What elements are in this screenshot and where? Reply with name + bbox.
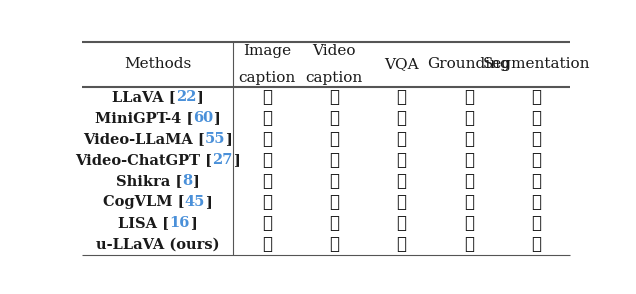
Text: ✗: ✗ <box>531 152 541 169</box>
Text: ✗: ✗ <box>329 194 339 211</box>
Text: ✗: ✗ <box>329 110 339 127</box>
Text: ✗: ✗ <box>531 194 541 211</box>
Text: Video-LLaMA [: Video-LLaMA [ <box>83 132 205 146</box>
Text: ✗: ✗ <box>531 173 541 190</box>
Text: Methods: Methods <box>124 57 191 71</box>
Text: Video-ChatGPT [: Video-ChatGPT [ <box>76 153 212 167</box>
Text: ✗: ✗ <box>531 131 541 148</box>
Text: ✓: ✓ <box>262 110 272 127</box>
Text: ✓: ✓ <box>262 194 272 211</box>
Text: ✓: ✓ <box>464 194 474 211</box>
Text: ✓: ✓ <box>397 215 406 232</box>
Text: ✓: ✓ <box>329 152 339 169</box>
Text: Segmentation: Segmentation <box>483 57 590 71</box>
Text: ✓: ✓ <box>397 194 406 211</box>
Text: ✓: ✓ <box>464 173 474 190</box>
Text: u-LLaVA (ours): u-LLaVA (ours) <box>96 237 219 251</box>
Text: ✗: ✗ <box>464 110 474 127</box>
Text: ✗: ✗ <box>329 89 339 106</box>
Text: ✓: ✓ <box>531 215 541 232</box>
Text: 55: 55 <box>205 132 225 146</box>
Text: ✓: ✓ <box>262 215 272 232</box>
Text: ✓: ✓ <box>262 89 272 106</box>
Text: ✗: ✗ <box>262 152 272 169</box>
Text: VQA: VQA <box>384 57 419 71</box>
Text: ✓: ✓ <box>262 236 272 253</box>
Text: ✓: ✓ <box>262 173 272 190</box>
Text: ✓: ✓ <box>464 236 474 253</box>
Text: ✗: ✗ <box>464 89 474 106</box>
Text: ]: ] <box>225 132 232 146</box>
Text: ✓: ✓ <box>397 131 406 148</box>
Text: ]: ] <box>197 90 203 104</box>
Text: ✗: ✗ <box>531 110 541 127</box>
Text: caption: caption <box>306 71 363 85</box>
Text: ✓: ✓ <box>397 152 406 169</box>
Text: 45: 45 <box>185 195 205 209</box>
Text: ]: ] <box>205 195 212 209</box>
Text: ✓: ✓ <box>397 89 406 106</box>
Text: LLaVA [: LLaVA [ <box>112 90 176 104</box>
Text: ]: ] <box>214 111 220 125</box>
Text: ✓: ✓ <box>397 173 406 190</box>
Text: LISA [: LISA [ <box>118 216 170 230</box>
Text: ✓: ✓ <box>397 236 406 253</box>
Text: ✓: ✓ <box>329 236 339 253</box>
Text: ]: ] <box>193 174 199 188</box>
Text: 27: 27 <box>212 153 233 167</box>
Text: 22: 22 <box>176 90 197 104</box>
Text: CogVLM [: CogVLM [ <box>103 195 185 209</box>
Text: ✓: ✓ <box>262 131 272 148</box>
Text: 8: 8 <box>183 174 193 188</box>
Text: Video: Video <box>312 44 356 58</box>
Text: ✓: ✓ <box>329 131 339 148</box>
Text: 16: 16 <box>170 216 190 230</box>
Text: ]: ] <box>233 153 240 167</box>
Text: Shikra [: Shikra [ <box>116 174 183 188</box>
Text: ✗: ✗ <box>329 215 339 232</box>
Text: ✓: ✓ <box>397 110 406 127</box>
Text: 60: 60 <box>193 111 214 125</box>
Text: caption: caption <box>238 71 296 85</box>
Text: Grounding: Grounding <box>427 57 510 71</box>
Text: ✗: ✗ <box>464 152 474 169</box>
Text: ✗: ✗ <box>531 89 541 106</box>
Text: Image: Image <box>243 44 291 58</box>
Text: ✗: ✗ <box>464 215 474 232</box>
Text: ✗: ✗ <box>464 131 474 148</box>
Text: ]: ] <box>190 216 197 230</box>
Text: MiniGPT-4 [: MiniGPT-4 [ <box>95 111 193 125</box>
Text: ✓: ✓ <box>531 236 541 253</box>
Text: ✗: ✗ <box>329 173 339 190</box>
